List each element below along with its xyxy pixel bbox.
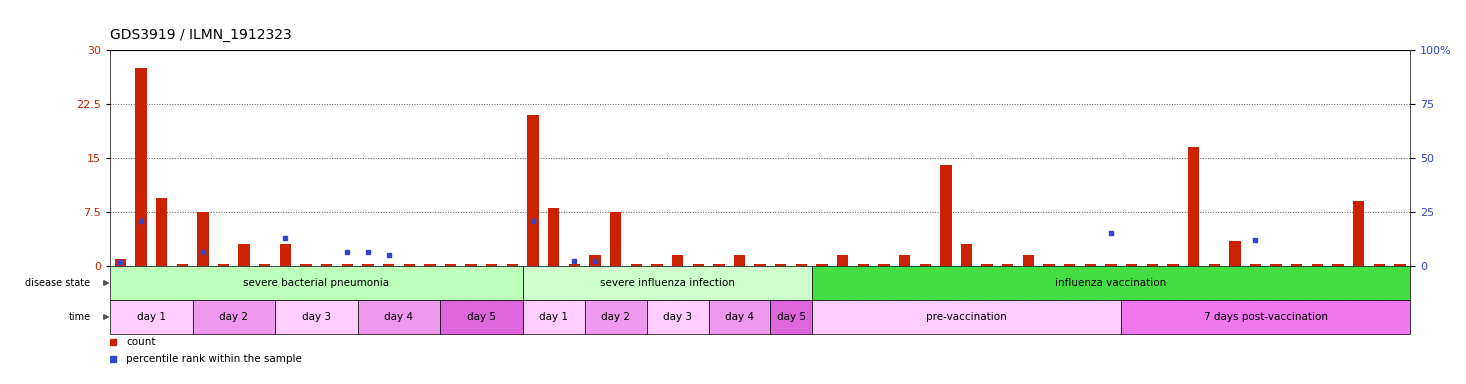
Bar xyxy=(276,300,358,334)
Bar xyxy=(176,264,188,266)
Bar xyxy=(837,255,849,266)
Bar xyxy=(1105,264,1117,266)
Text: severe bacterial pneumonia: severe bacterial pneumonia xyxy=(243,278,390,288)
Bar xyxy=(1146,264,1158,266)
Text: day 1: day 1 xyxy=(136,312,166,322)
Bar xyxy=(135,68,147,266)
Text: GDS3919 / ILMN_1912323: GDS3919 / ILMN_1912323 xyxy=(110,28,292,42)
Bar xyxy=(651,264,663,266)
Text: 7 days post-vaccination: 7 days post-vaccination xyxy=(1204,312,1328,322)
Bar xyxy=(858,264,869,266)
Bar xyxy=(466,264,476,266)
Bar xyxy=(755,264,765,266)
Bar xyxy=(771,300,812,334)
Text: day 2: day 2 xyxy=(601,312,630,322)
Bar xyxy=(239,244,249,266)
Text: day 4: day 4 xyxy=(726,312,754,322)
Bar xyxy=(1353,201,1365,266)
Bar xyxy=(712,264,724,266)
Bar xyxy=(647,300,708,334)
Bar xyxy=(280,244,292,266)
Text: pre-vaccination: pre-vaccination xyxy=(927,312,1007,322)
Text: day 3: day 3 xyxy=(302,312,331,322)
Bar xyxy=(1126,264,1138,266)
Bar xyxy=(110,300,192,334)
Bar xyxy=(528,115,538,266)
Bar xyxy=(940,165,951,266)
Text: time: time xyxy=(69,312,91,322)
Bar xyxy=(321,264,333,266)
Bar xyxy=(812,300,1121,334)
Bar xyxy=(114,259,126,266)
Bar xyxy=(1374,264,1385,266)
Bar xyxy=(1333,264,1344,266)
Bar xyxy=(523,266,812,300)
Bar xyxy=(1003,264,1013,266)
Bar xyxy=(301,264,312,266)
Text: influenza vaccination: influenza vaccination xyxy=(1056,278,1167,288)
Bar xyxy=(1208,264,1220,266)
Bar xyxy=(1250,264,1261,266)
Text: severe influenza infection: severe influenza infection xyxy=(600,278,734,288)
Bar xyxy=(196,212,208,266)
Bar xyxy=(444,264,456,266)
Bar xyxy=(671,255,683,266)
Bar xyxy=(548,209,560,266)
Bar xyxy=(507,264,517,266)
Bar xyxy=(812,266,1410,300)
Bar xyxy=(734,255,745,266)
Bar xyxy=(342,264,353,266)
Text: day 2: day 2 xyxy=(220,312,248,322)
Bar xyxy=(155,198,167,266)
Bar xyxy=(817,264,828,266)
Bar xyxy=(1271,264,1281,266)
Text: day 5: day 5 xyxy=(777,312,806,322)
Bar xyxy=(708,300,771,334)
Text: day 1: day 1 xyxy=(539,312,569,322)
Bar xyxy=(1229,241,1240,266)
Bar xyxy=(424,264,435,266)
Bar xyxy=(610,212,622,266)
Bar xyxy=(1292,264,1302,266)
Bar xyxy=(1023,255,1034,266)
Bar xyxy=(919,264,931,266)
Bar xyxy=(1167,264,1179,266)
Bar xyxy=(569,264,581,266)
Bar xyxy=(110,266,523,300)
Bar xyxy=(358,300,440,334)
Bar xyxy=(776,264,786,266)
Bar xyxy=(982,264,992,266)
Bar xyxy=(899,255,910,266)
Bar xyxy=(960,244,972,266)
Text: count: count xyxy=(126,337,155,347)
Text: day 3: day 3 xyxy=(663,312,692,322)
Bar xyxy=(218,264,229,266)
Bar xyxy=(1312,264,1324,266)
Bar xyxy=(383,264,394,266)
Bar xyxy=(1044,264,1054,266)
Bar xyxy=(403,264,415,266)
Bar xyxy=(1064,264,1076,266)
Bar xyxy=(487,264,497,266)
Bar xyxy=(1121,300,1410,334)
Bar xyxy=(1085,264,1097,266)
Bar xyxy=(878,264,890,266)
Bar xyxy=(362,264,374,266)
Text: day 4: day 4 xyxy=(384,312,413,322)
Bar xyxy=(440,300,523,334)
Bar xyxy=(585,300,647,334)
Text: percentile rank within the sample: percentile rank within the sample xyxy=(126,354,302,364)
Bar xyxy=(589,255,601,266)
Bar xyxy=(796,264,808,266)
Text: day 5: day 5 xyxy=(468,312,496,322)
Bar xyxy=(259,264,270,266)
Bar xyxy=(1394,264,1406,266)
Bar xyxy=(523,300,585,334)
Text: disease state: disease state xyxy=(25,278,91,288)
Bar xyxy=(192,300,276,334)
Bar xyxy=(1187,147,1199,266)
Bar xyxy=(692,264,704,266)
Bar xyxy=(630,264,642,266)
